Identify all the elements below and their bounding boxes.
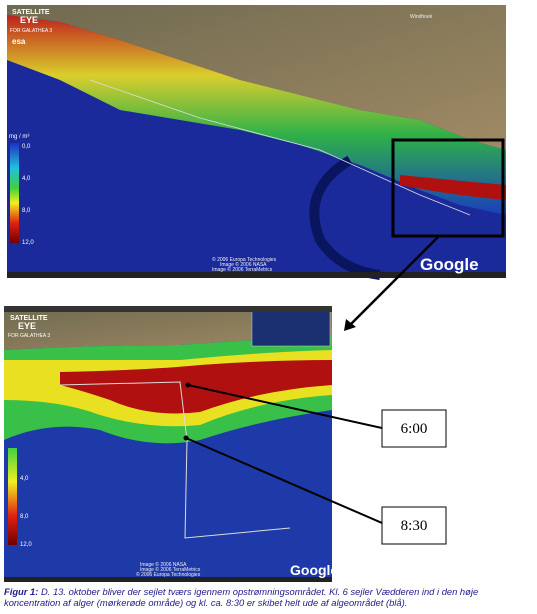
colorbar-label: 8,0 <box>20 514 29 520</box>
status-bar <box>7 272 506 278</box>
colorbar-label: 12,0 <box>22 240 34 246</box>
colorbar-unit: mg / m³ <box>9 134 29 140</box>
land <box>4 306 332 350</box>
status-bar <box>4 577 332 582</box>
caption-label: Figur 1: <box>4 586 39 597</box>
brand: Google <box>420 255 479 274</box>
callout-box <box>381 506 447 545</box>
colorbar-label: 4,0 <box>20 476 29 482</box>
callout-box <box>381 409 447 448</box>
title-bar <box>4 306 332 312</box>
agency: esa <box>12 37 26 46</box>
bottom-satellite-image: SATELLITE EYE FOR GALATHEA 3 4,0 8,0 12,… <box>4 306 338 582</box>
algae-high <box>400 175 506 200</box>
zoom-box <box>391 138 505 238</box>
callout-point <box>185 382 191 388</box>
figure-graphics: SATELLITE EYE FOR GALATHEA 3 esa Windhoe… <box>4 5 506 582</box>
inset-map <box>251 309 331 347</box>
credit: Image © 2006 NASA <box>220 261 267 268</box>
logo: FOR GALATHEA 3 <box>10 28 52 34</box>
colorbar <box>10 143 19 243</box>
upwelling-filament <box>309 155 381 280</box>
credit: Image © 2006 TerraMetrics <box>140 566 201 573</box>
credit: © 2006 Europa Technologies <box>212 256 277 263</box>
credit: Image © 2006 TerraMetrics <box>212 266 273 273</box>
colorbar-label: 4,0 <box>22 176 31 182</box>
zoom-arrow <box>348 236 439 327</box>
logo: EYE <box>18 321 36 331</box>
credit: © 2006 Europa Technologies <box>136 571 201 578</box>
place-label: Windhoek <box>410 14 433 20</box>
logo: SATELLITE <box>10 315 48 322</box>
callout-time: 8:30 <box>401 518 428 534</box>
algae-band <box>7 15 506 215</box>
colorbar-label: 0,0 <box>22 144 31 150</box>
top-satellite-image: SATELLITE EYE FOR GALATHEA 3 esa Windhoe… <box>7 5 506 280</box>
callout-time: 6:00 <box>401 421 428 437</box>
caption-text: D. 13. oktober bliver der sejlet tværs i… <box>4 586 479 608</box>
land <box>7 5 506 150</box>
caption: Figur 1: D. 13. oktober bliver der sejle… <box>4 586 534 608</box>
logo: SATELLITE <box>12 9 50 16</box>
logo: EYE <box>20 15 38 25</box>
colorbar <box>8 448 17 545</box>
logo: FOR GALATHEA 3 <box>8 333 50 339</box>
colorbar-label: 8,0 <box>22 208 31 214</box>
arrow-head <box>344 319 356 331</box>
brand: Google <box>290 562 338 578</box>
credit: Image © 2006 NASA <box>140 561 187 568</box>
route <box>89 79 471 216</box>
callout-line <box>187 384 383 429</box>
colorbar-label: 12,0 <box>20 542 32 548</box>
callout-point <box>183 435 189 441</box>
callout-line <box>185 437 383 524</box>
